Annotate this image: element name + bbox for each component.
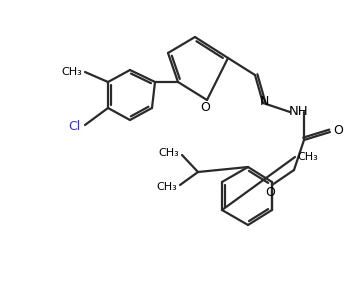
Text: NH: NH <box>289 104 309 118</box>
Text: O: O <box>265 186 275 200</box>
Text: O: O <box>333 123 343 137</box>
Text: N: N <box>259 95 269 107</box>
Text: Cl: Cl <box>68 119 80 133</box>
Text: CH₃: CH₃ <box>62 67 82 77</box>
Text: CH₃: CH₃ <box>159 148 179 158</box>
Text: CH₃: CH₃ <box>157 182 177 192</box>
Text: O: O <box>200 100 210 114</box>
Text: CH₃: CH₃ <box>298 152 318 162</box>
